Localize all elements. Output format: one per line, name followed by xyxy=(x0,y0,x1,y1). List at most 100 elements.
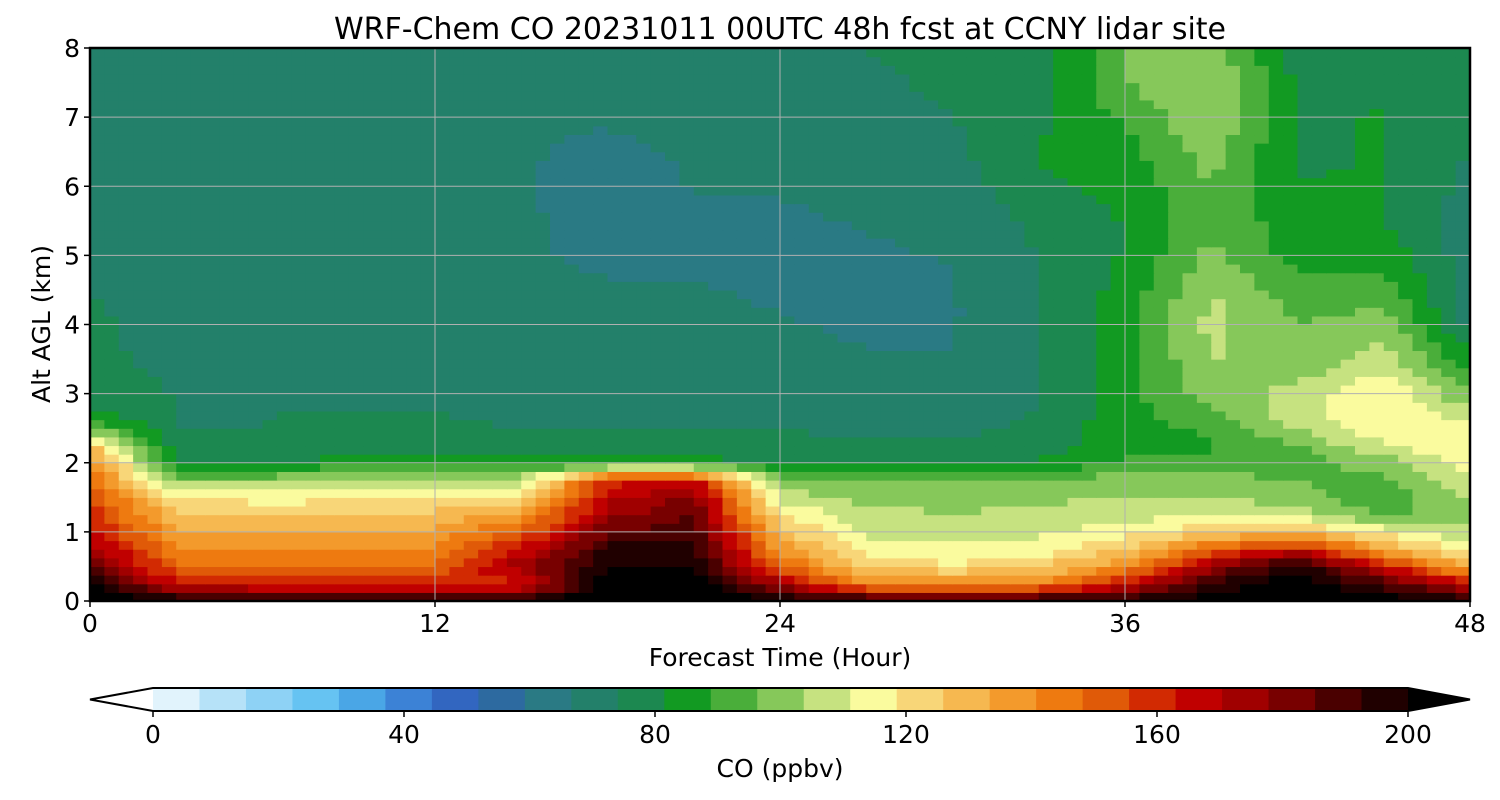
co-field-cell xyxy=(262,315,278,326)
co-field-cell xyxy=(348,229,364,239)
co-field-cell xyxy=(751,333,767,343)
co-field-cell xyxy=(161,428,177,438)
co-field-cell xyxy=(751,376,767,386)
co-field-cell xyxy=(736,307,752,317)
co-field-cell xyxy=(722,238,738,248)
co-field-cell xyxy=(938,264,954,274)
co-field-cell xyxy=(693,307,709,317)
co-field-cell xyxy=(1268,575,1284,585)
co-field-cell xyxy=(334,436,350,447)
co-field-cell xyxy=(276,454,292,464)
co-field-cell xyxy=(233,523,249,533)
co-field-cell xyxy=(722,255,738,265)
co-field-cell xyxy=(938,350,954,360)
co-field-cell xyxy=(693,462,709,472)
co-field-cell xyxy=(923,212,939,222)
co-field-cell xyxy=(133,203,149,213)
co-field-cell xyxy=(1053,168,1069,179)
co-field-cell xyxy=(1010,203,1025,213)
co-field-cell xyxy=(1412,393,1428,403)
co-field-cell xyxy=(133,315,149,326)
co-field-cell xyxy=(521,505,537,516)
co-field-cell xyxy=(1096,471,1112,481)
co-field-cell xyxy=(463,583,479,593)
co-field-cell xyxy=(1024,229,1040,239)
co-field-cell xyxy=(564,238,580,248)
co-field-cell xyxy=(722,523,738,533)
co-field-cell xyxy=(363,315,379,326)
co-field-cell xyxy=(636,367,652,377)
co-field-cell xyxy=(1211,540,1227,550)
co-field-cell xyxy=(708,462,724,472)
co-field-cell xyxy=(535,229,551,239)
co-field-cell xyxy=(650,471,666,481)
co-field-cell xyxy=(262,436,278,447)
co-field-cell xyxy=(995,497,1011,507)
co-field-cell xyxy=(478,367,494,377)
co-field-cell xyxy=(909,505,925,516)
co-field-cell xyxy=(406,160,422,170)
co-field-cell xyxy=(1196,575,1212,585)
co-field-cell xyxy=(1355,186,1370,196)
co-field-cell xyxy=(276,566,292,576)
co-field-cell xyxy=(449,367,465,377)
co-field-cell xyxy=(1010,212,1025,222)
co-field-cell xyxy=(1398,462,1414,472)
co-field-cell xyxy=(564,488,580,498)
co-field-cell xyxy=(736,212,752,222)
co-field-cell xyxy=(751,393,767,403)
co-field-cell xyxy=(1254,246,1270,256)
co-field-cell xyxy=(1441,324,1457,334)
co-field-cell xyxy=(305,315,321,326)
co-field-cell xyxy=(1038,367,1054,377)
co-field-cell xyxy=(851,298,867,308)
co-field-cell xyxy=(866,151,882,161)
co-field-cell xyxy=(550,255,565,265)
co-field-cell xyxy=(535,462,551,472)
co-field-cell xyxy=(679,160,695,170)
co-field-cell xyxy=(190,575,206,585)
co-field-cell xyxy=(722,151,738,161)
co-field-cell xyxy=(650,194,666,205)
co-field-cell xyxy=(823,505,839,516)
co-field-cell xyxy=(923,462,939,472)
co-field-cell xyxy=(880,272,896,282)
co-field-cell xyxy=(866,471,882,481)
co-field-cell xyxy=(1225,505,1241,516)
co-field-cell xyxy=(320,393,335,403)
co-field-cell xyxy=(133,462,149,472)
co-field-cell xyxy=(909,186,925,196)
co-field-cell xyxy=(363,436,379,447)
co-field-cell xyxy=(1412,436,1428,447)
co-field-cell xyxy=(305,168,321,179)
co-field-cell xyxy=(205,341,220,352)
co-field-cell xyxy=(219,333,235,343)
co-field-cell xyxy=(909,289,925,300)
co-field-cell xyxy=(334,151,350,161)
co-field-cell xyxy=(1153,419,1169,429)
co-field-cell xyxy=(952,281,968,291)
co-field-cell xyxy=(521,341,537,352)
co-field-cell xyxy=(837,359,853,369)
co-field-cell xyxy=(1096,410,1112,421)
co-field-cell xyxy=(161,531,177,542)
co-field-cell xyxy=(219,419,235,429)
co-field-cell xyxy=(521,462,537,472)
co-field-cell xyxy=(1311,480,1327,490)
co-field-cell xyxy=(176,583,192,593)
co-field-cell xyxy=(780,583,795,593)
co-field-cell xyxy=(463,350,479,360)
co-field-cell xyxy=(895,367,910,377)
co-field-cell xyxy=(607,289,623,300)
co-field-cell xyxy=(190,540,206,550)
co-field-cell xyxy=(377,480,393,490)
co-field-cell xyxy=(1225,307,1241,317)
co-field-cell xyxy=(1268,272,1284,282)
co-field-cell xyxy=(1426,177,1442,187)
co-field-cell xyxy=(995,514,1011,524)
co-field-cell xyxy=(305,341,321,352)
co-field-cell xyxy=(1024,350,1040,360)
co-field-cell xyxy=(866,488,882,498)
co-field-cell xyxy=(348,384,364,395)
co-field-cell xyxy=(133,531,149,542)
